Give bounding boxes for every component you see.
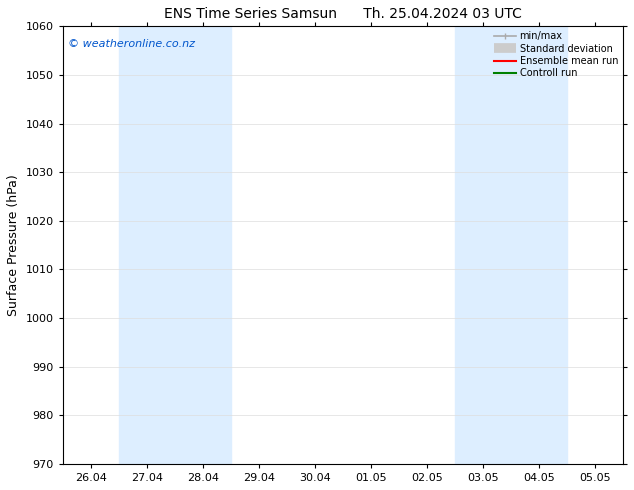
Bar xyxy=(119,26,231,464)
Bar xyxy=(455,26,567,464)
Y-axis label: Surface Pressure (hPa): Surface Pressure (hPa) xyxy=(7,174,20,316)
Legend: min/max, Standard deviation, Ensemble mean run, Controll run: min/max, Standard deviation, Ensemble me… xyxy=(491,28,621,81)
Title: ENS Time Series Samsun      Th. 25.04.2024 03 UTC: ENS Time Series Samsun Th. 25.04.2024 03… xyxy=(164,7,522,21)
Text: © weatheronline.co.nz: © weatheronline.co.nz xyxy=(68,39,195,49)
